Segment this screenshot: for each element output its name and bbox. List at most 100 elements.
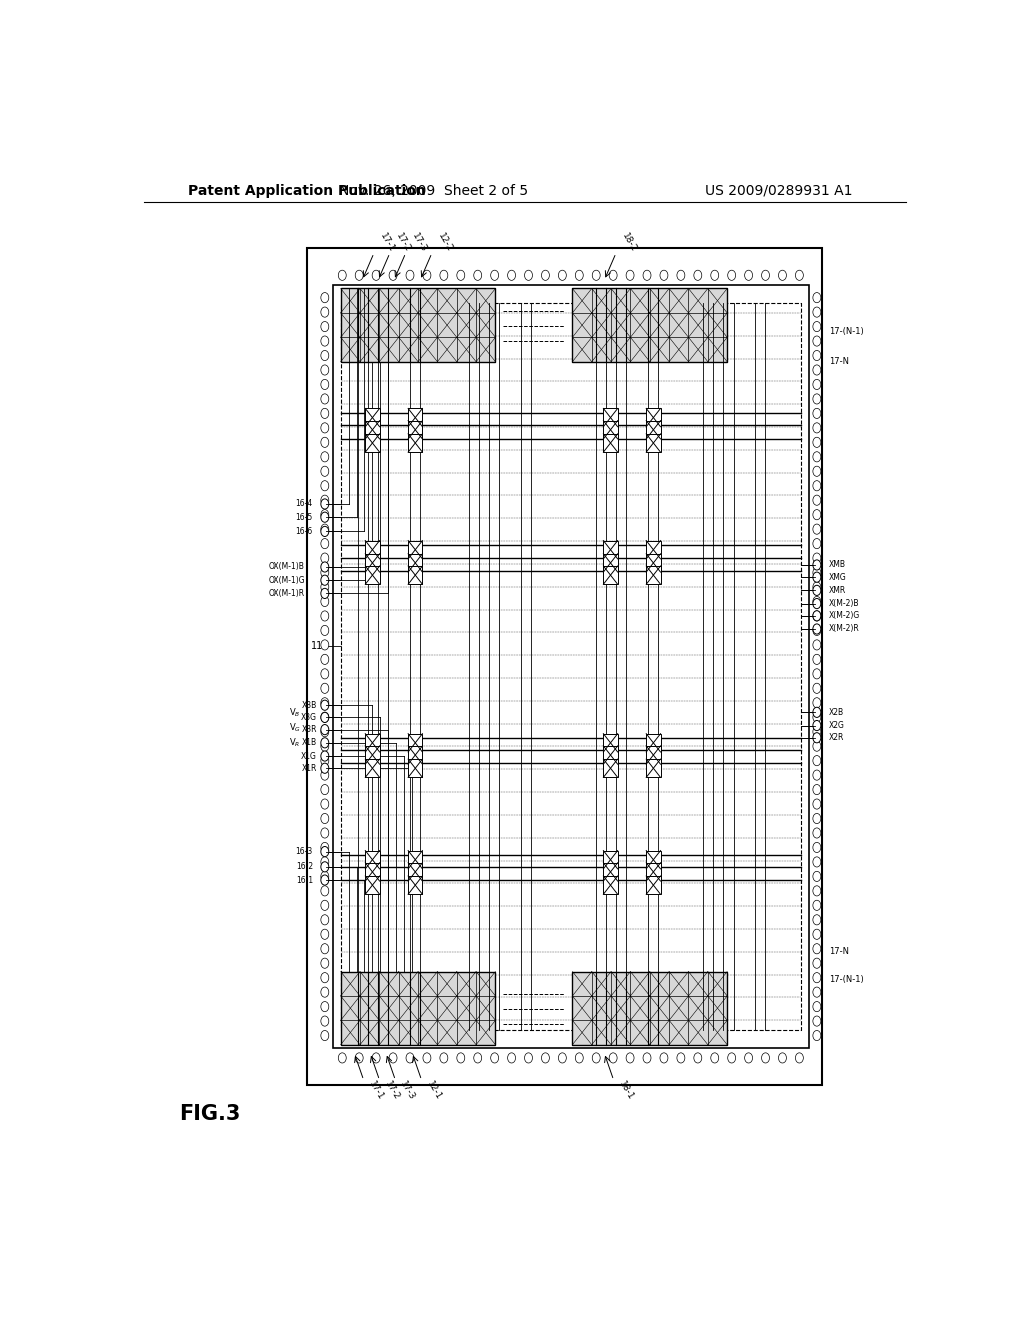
Circle shape (813, 721, 821, 731)
Bar (366, 408, 380, 426)
Circle shape (321, 527, 329, 536)
Circle shape (592, 271, 600, 280)
Circle shape (321, 451, 329, 462)
Circle shape (321, 862, 329, 873)
Bar (366, 759, 380, 777)
Bar (646, 759, 660, 777)
Text: OX(M-1)G: OX(M-1)G (268, 576, 305, 585)
Circle shape (813, 322, 821, 331)
Text: Nov. 26, 2009  Sheet 2 of 5: Nov. 26, 2009 Sheet 2 of 5 (339, 183, 528, 198)
Circle shape (321, 499, 329, 510)
Circle shape (728, 271, 735, 280)
Circle shape (321, 698, 329, 708)
Circle shape (813, 1002, 821, 1011)
Text: 17-(N-1): 17-(N-1) (828, 326, 863, 335)
Bar (341, 302, 801, 1031)
Text: X3R: X3R (301, 725, 316, 734)
Circle shape (813, 451, 821, 462)
Circle shape (457, 271, 465, 280)
Circle shape (321, 393, 329, 404)
Circle shape (321, 713, 329, 722)
Text: 18-1: 18-1 (616, 1080, 635, 1102)
Text: XMR: XMR (828, 586, 846, 595)
Circle shape (813, 422, 821, 433)
Circle shape (711, 1053, 719, 1063)
Bar (366, 746, 380, 764)
Circle shape (321, 524, 329, 535)
Circle shape (813, 973, 821, 983)
Circle shape (321, 337, 329, 346)
Circle shape (321, 684, 329, 693)
Circle shape (321, 437, 329, 447)
Bar (341, 289, 496, 362)
Circle shape (643, 1053, 651, 1063)
Bar (646, 863, 660, 880)
Circle shape (321, 582, 329, 593)
Circle shape (728, 1053, 735, 1063)
Circle shape (321, 846, 329, 857)
Circle shape (321, 655, 329, 664)
Circle shape (321, 589, 329, 598)
Bar (603, 408, 617, 426)
Circle shape (321, 466, 329, 477)
Circle shape (321, 738, 329, 748)
Circle shape (609, 271, 617, 280)
Text: X2B: X2B (828, 708, 844, 717)
Circle shape (813, 553, 821, 564)
Bar (603, 541, 617, 558)
Circle shape (694, 271, 701, 280)
Circle shape (321, 576, 329, 585)
Bar (603, 759, 617, 777)
Circle shape (813, 495, 821, 506)
Circle shape (321, 799, 329, 809)
Circle shape (321, 512, 329, 523)
Circle shape (389, 1053, 397, 1063)
Circle shape (744, 1053, 753, 1063)
Circle shape (813, 1031, 821, 1040)
Circle shape (626, 1053, 634, 1063)
Circle shape (813, 886, 821, 896)
Text: V$_G$: V$_G$ (289, 721, 301, 734)
Text: 17-2: 17-2 (394, 232, 412, 253)
Bar (603, 876, 617, 894)
Text: X3G: X3G (301, 713, 316, 722)
Circle shape (542, 271, 550, 280)
Circle shape (813, 726, 821, 737)
Circle shape (321, 871, 329, 882)
Circle shape (813, 626, 821, 635)
Circle shape (338, 271, 346, 280)
Text: X2R: X2R (828, 733, 844, 742)
Circle shape (813, 698, 821, 708)
Circle shape (558, 1053, 566, 1063)
Circle shape (321, 973, 329, 983)
Text: Patent Application Publication: Patent Application Publication (187, 183, 425, 198)
Circle shape (423, 1053, 431, 1063)
Circle shape (813, 466, 821, 477)
Circle shape (813, 915, 821, 925)
Circle shape (321, 510, 329, 520)
Circle shape (813, 480, 821, 491)
Circle shape (490, 271, 499, 280)
Circle shape (321, 700, 329, 710)
Circle shape (321, 553, 329, 564)
Bar (646, 421, 660, 440)
Circle shape (660, 1053, 668, 1063)
Circle shape (796, 271, 804, 280)
Circle shape (321, 713, 329, 722)
Text: 12-1: 12-1 (425, 1080, 442, 1101)
Circle shape (372, 271, 380, 280)
Circle shape (626, 271, 634, 280)
Text: 17-2: 17-2 (383, 1080, 400, 1101)
Bar (409, 421, 423, 440)
Circle shape (321, 828, 329, 838)
Circle shape (813, 828, 821, 838)
Bar (646, 734, 660, 752)
Circle shape (813, 799, 821, 809)
Bar (409, 408, 423, 426)
Bar (366, 541, 380, 558)
Bar (646, 876, 660, 894)
Bar (366, 434, 380, 453)
Text: X1B: X1B (302, 738, 316, 747)
Text: X(M-2)G: X(M-2)G (828, 611, 860, 620)
Circle shape (321, 725, 329, 735)
